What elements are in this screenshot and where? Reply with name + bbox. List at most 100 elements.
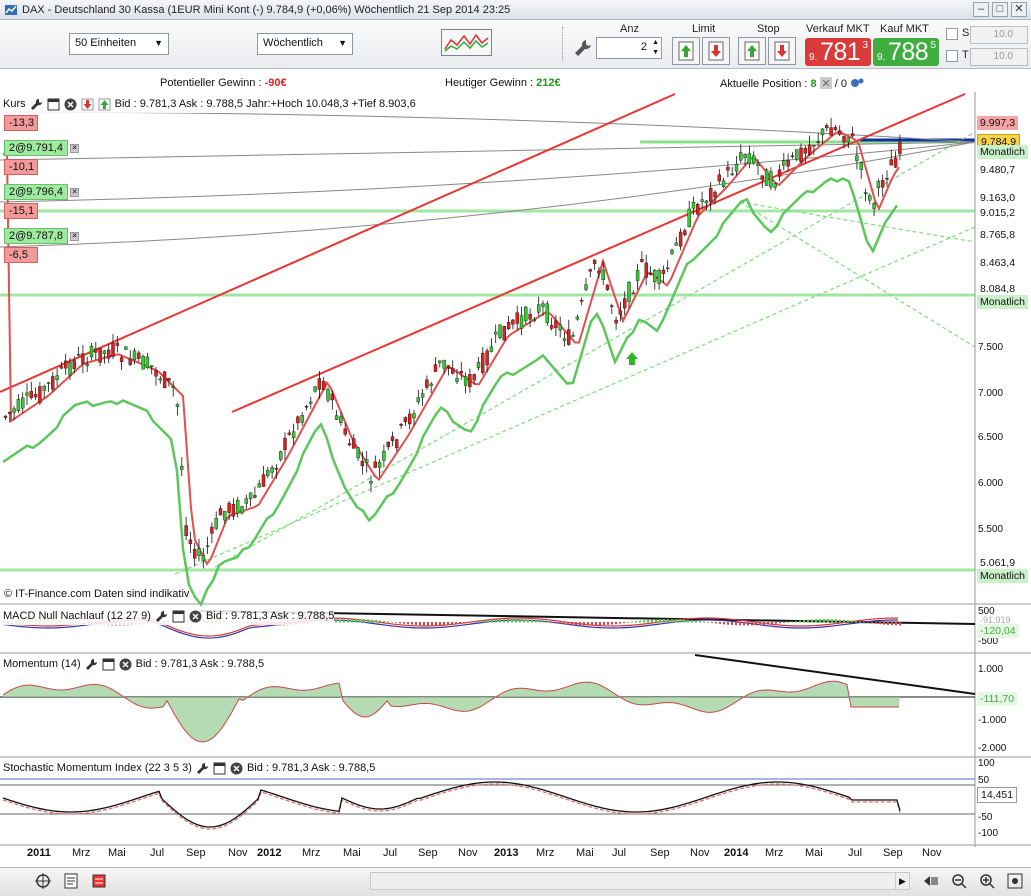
units-select[interactable]: 50 Einheiten ▼ — [69, 33, 169, 55]
close-icon[interactable] — [189, 610, 202, 623]
order-loss-tag[interactable]: -13,3 — [4, 115, 38, 131]
candle-body — [235, 499, 240, 514]
interval-select-value: Wöchentlich — [263, 37, 323, 49]
candle-style-icon[interactable] — [90, 872, 108, 890]
order-loss-tag[interactable]: -6,5 — [4, 247, 38, 263]
macd-histogram-bar — [707, 622, 709, 623]
stop-buy-button[interactable] — [738, 37, 766, 65]
macd-histogram-bar — [371, 619, 373, 623]
zoom-out-icon[interactable] — [950, 872, 968, 890]
candle-body — [128, 358, 132, 365]
wrench-icon[interactable] — [85, 658, 98, 671]
quantity-stepper[interactable]: 2 ▲ ▼ — [596, 37, 662, 59]
position-order-tag[interactable]: 2@9.796,4 — [4, 184, 68, 200]
crosshair-icon[interactable] — [34, 872, 52, 890]
position-order-tag[interactable]: 2@9.791,4 — [4, 140, 68, 156]
potential-profit: Potentieller Gewinn : -90€ — [160, 77, 287, 89]
wrench-icon[interactable] — [30, 98, 43, 111]
wrench-icon[interactable] — [155, 610, 168, 623]
price-level-tag: 8.765,8 — [977, 228, 1019, 242]
interval-select[interactable]: Wöchentlich ▼ — [257, 33, 353, 55]
t-checkbox[interactable] — [946, 50, 958, 62]
order-loss-tag[interactable]: -15,1 — [4, 203, 38, 219]
macd-histogram-bar — [647, 619, 649, 623]
window-icon[interactable] — [172, 610, 185, 623]
candle-body — [588, 269, 592, 272]
candle-body — [485, 350, 489, 366]
candle-body — [592, 259, 597, 264]
candle-body — [807, 144, 812, 156]
stepper-arrows-icon[interactable]: ▲ ▼ — [652, 39, 659, 56]
price-level-tag: Monatlich — [977, 569, 1028, 583]
current-position: Aktuelle Position : 8 / 0 — [720, 77, 864, 90]
order-close-icon[interactable]: ✕ — [70, 232, 79, 241]
macd-histogram-bar — [783, 622, 785, 623]
macd-histogram-bar — [475, 621, 477, 623]
window-icon[interactable] — [102, 658, 115, 671]
position-order-tag[interactable]: 2@9.787,8 — [4, 228, 68, 244]
macd-histogram-bar — [335, 619, 337, 623]
window-icon[interactable] — [213, 762, 226, 775]
candle-body — [115, 342, 120, 346]
fit-view-icon[interactable] — [1006, 872, 1024, 890]
candle-body — [425, 379, 429, 388]
s-checkbox[interactable] — [946, 28, 958, 40]
close-icon[interactable] — [230, 762, 243, 775]
stop-sell-button[interactable] — [768, 37, 796, 65]
gears-icon[interactable] — [850, 77, 864, 89]
position-close-icon[interactable] — [819, 77, 832, 89]
chart-area[interactable] — [0, 92, 1031, 867]
maximize-button[interactable]: □ — [992, 2, 1008, 17]
minimize-button[interactable]: – — [973, 2, 989, 17]
zoom-in-icon[interactable] — [978, 872, 996, 890]
candle-body — [386, 442, 390, 448]
candle-body — [446, 365, 451, 368]
wrench-icon[interactable] — [196, 762, 209, 775]
sell-arrow-icon[interactable] — [81, 98, 94, 111]
close-button[interactable]: ✕ — [1011, 2, 1027, 17]
window-icon[interactable] — [47, 98, 60, 111]
macd-histogram-bar — [339, 619, 341, 623]
price-level-tag: 5.061,9 — [977, 556, 1019, 570]
momentum-area — [3, 681, 900, 742]
order-close-icon[interactable]: ✕ — [70, 144, 79, 153]
macd-histogram-bar — [419, 622, 421, 626]
s-input[interactable]: 10.0 — [970, 26, 1028, 44]
candle-body — [111, 342, 115, 357]
candle-body — [545, 303, 549, 323]
order-close-icon[interactable]: ✕ — [70, 188, 79, 197]
close-icon[interactable] — [64, 98, 77, 111]
candle-body — [850, 133, 855, 137]
buy-market-button[interactable]: 9. 788 5 — [873, 38, 939, 66]
close-icon[interactable] — [119, 658, 132, 671]
horizontal-scrollbar[interactable]: ▶ — [370, 872, 910, 890]
candle-body — [537, 304, 541, 313]
macd-histogram-bar — [867, 622, 869, 623]
limit-sell-button[interactable] — [702, 37, 730, 65]
candle-body — [3, 415, 8, 418]
candle-body — [257, 483, 261, 488]
macd-histogram-bar — [411, 622, 413, 625]
macd-histogram-bar — [587, 622, 589, 626]
t-input[interactable]: 10.0 — [970, 48, 1028, 66]
candle-body — [279, 451, 283, 460]
candle-body — [296, 416, 300, 424]
candle-body — [29, 391, 33, 398]
sell-market-button[interactable]: 9. 781 3 — [805, 38, 871, 66]
order-loss-tag[interactable]: -10,1 — [4, 159, 38, 175]
print-icon[interactable] — [62, 872, 80, 890]
position-label: Aktuelle Position : — [720, 78, 811, 90]
buy-arrow-icon[interactable] — [98, 98, 111, 111]
macd-histogram-bar — [803, 620, 805, 623]
pan-left-icon[interactable] — [922, 872, 940, 890]
limit-buy-button[interactable] — [672, 37, 700, 65]
wrench-icon[interactable] — [573, 38, 593, 58]
x-axis-label: Mrz — [72, 847, 91, 859]
candle-body — [369, 481, 373, 484]
candle-body — [291, 431, 296, 438]
indicator-button[interactable] — [441, 29, 492, 56]
candle-body — [524, 306, 528, 322]
macd-histogram-bar — [467, 622, 469, 624]
candle-body — [812, 144, 816, 147]
scroll-right-icon[interactable]: ▶ — [895, 873, 909, 889]
